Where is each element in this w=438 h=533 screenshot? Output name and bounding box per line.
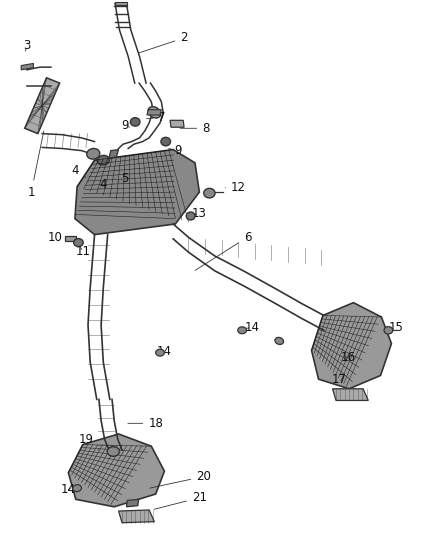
Polygon shape [75,150,199,235]
Text: 4: 4 [99,177,107,191]
Polygon shape [109,150,119,158]
Text: 5: 5 [118,172,129,185]
Text: 7: 7 [147,111,166,124]
Polygon shape [65,236,76,241]
Ellipse shape [275,337,283,344]
Text: 4: 4 [71,164,86,177]
Ellipse shape [155,349,164,356]
Polygon shape [170,120,184,127]
Ellipse shape [161,138,170,146]
Polygon shape [127,499,139,507]
Ellipse shape [204,188,215,198]
Text: 6: 6 [195,231,251,270]
Ellipse shape [384,327,393,334]
Polygon shape [119,510,154,523]
Text: 19: 19 [78,433,99,450]
Polygon shape [21,63,33,70]
Text: 14: 14 [61,483,76,496]
Text: 17: 17 [332,373,348,391]
Text: 14: 14 [157,345,172,358]
Text: 3: 3 [23,39,31,52]
Ellipse shape [186,212,195,220]
Text: 14: 14 [244,321,259,334]
Text: 21: 21 [154,491,207,510]
Ellipse shape [97,155,110,165]
Text: 13: 13 [192,207,207,220]
Ellipse shape [238,327,247,334]
Text: 15: 15 [389,321,403,334]
Polygon shape [68,434,164,507]
Text: 9: 9 [121,119,130,132]
Ellipse shape [87,149,100,159]
Text: 1: 1 [28,131,44,199]
Text: 16: 16 [340,351,355,365]
Ellipse shape [74,239,83,247]
Text: 8: 8 [180,122,210,135]
Ellipse shape [148,107,161,118]
Text: 10: 10 [48,231,70,244]
Ellipse shape [73,484,81,491]
Polygon shape [332,389,368,400]
Ellipse shape [107,447,120,456]
Polygon shape [115,2,127,5]
Text: 12: 12 [225,181,246,195]
Polygon shape [147,110,161,115]
Text: 11: 11 [76,245,91,258]
Text: 18: 18 [128,417,163,430]
Polygon shape [25,78,60,134]
Text: 20: 20 [150,470,211,488]
Text: 9: 9 [169,144,181,157]
Text: 2: 2 [139,31,188,53]
Ellipse shape [131,118,140,126]
Polygon shape [311,303,392,389]
